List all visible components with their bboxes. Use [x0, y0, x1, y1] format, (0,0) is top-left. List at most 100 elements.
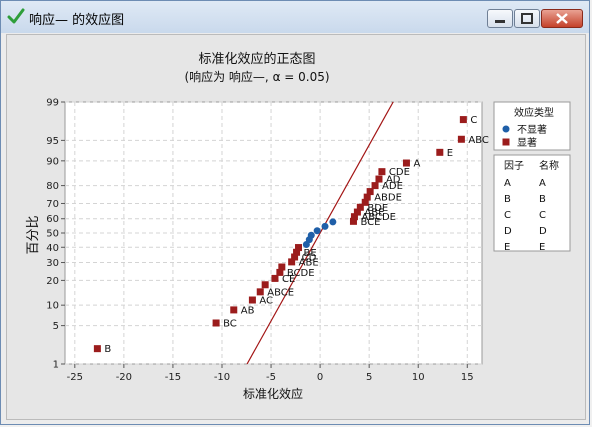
point-label: AC: [259, 296, 273, 307]
point-label: BE: [304, 248, 317, 259]
significant-point: [248, 296, 256, 304]
factor-cell: D: [504, 226, 512, 237]
chart-panel: 标准化效应的正态图 (响应为 响应—, α = 0.05) -25 -20 -15 -…: [6, 34, 586, 420]
x-tick-label: -25: [67, 372, 83, 383]
significant-point: [349, 217, 357, 225]
legend-marker-not-significant: [502, 125, 510, 133]
legend-title: 效应类型: [514, 106, 554, 119]
significant-point: [293, 248, 301, 256]
point-label: E: [447, 148, 453, 159]
x-axis: -25 -20 -15 -10 -5 0 5 10 15: [67, 364, 474, 383]
y-axis: 1 5 10 20 30 40 50 60 70 80 90 95 99: [46, 98, 65, 371]
maximize-button[interactable]: [514, 9, 540, 28]
y-tick-label: 99: [46, 98, 59, 109]
significant-point: [295, 244, 303, 252]
close-button[interactable]: [541, 9, 583, 28]
x-tick-label: 5: [366, 372, 372, 383]
point-label: ADE: [382, 181, 403, 192]
significant-point: [278, 263, 286, 271]
x-tick-label: -10: [214, 372, 230, 383]
point-label: ABE: [299, 257, 319, 268]
x-axis-label: 标准化效应: [243, 386, 303, 401]
significant-point: [291, 253, 299, 261]
significant-point: [256, 288, 264, 296]
significant-point: [436, 148, 444, 156]
y-tick-label: 80: [46, 181, 59, 192]
point-label: BCE: [360, 217, 380, 228]
legend-entry-not-significant: 不显著: [517, 123, 547, 136]
x-tick-label: 15: [461, 372, 474, 383]
legend-entry-significant: 显著: [517, 136, 537, 149]
y-axis-label: 百分比: [26, 215, 41, 254]
reference-line-path: [246, 101, 394, 365]
y-tick-label: 95: [46, 136, 59, 147]
close-icon: [556, 13, 568, 24]
chart-subtitle: (响应为 响应—, α = 0.05): [184, 69, 329, 84]
y-tick-label: 90: [46, 156, 59, 167]
y-tick-label: 30: [46, 258, 59, 269]
significant-point: [212, 319, 220, 327]
minimize-icon: [495, 20, 505, 23]
point-label: ABDE: [374, 193, 402, 204]
significant-point: [261, 281, 269, 289]
maximize-icon: [521, 13, 533, 24]
significant-point: [93, 345, 101, 353]
point-label: C: [470, 115, 477, 126]
green-checkmark-icon: [7, 8, 25, 24]
factor-cell: C: [504, 210, 511, 221]
factor-table: 因子 名称 A A B B C C D D E E: [493, 154, 571, 253]
point-label: BC: [223, 318, 237, 329]
window-title: 响应— 的效应图: [29, 13, 125, 28]
significant-point: [366, 188, 374, 196]
normal-probability-chart: 标准化效应的正态图 (响应为 响应—, α = 0.05) -25 -20 -15 -…: [26, 51, 571, 401]
significant-point: [378, 168, 386, 176]
not-significant-point: [307, 231, 315, 239]
reference-line: [246, 101, 394, 365]
y-tick-label: 1: [53, 360, 59, 371]
title-bar[interactable]: 响应— 的效应图: [1, 1, 589, 33]
x-tick-label: -20: [116, 372, 132, 383]
point-label: ABC: [468, 135, 489, 146]
y-tick-label: 50: [46, 229, 59, 240]
significant-point: [230, 306, 238, 314]
point-label: ABCDE: [361, 212, 396, 223]
significant-point: [276, 268, 284, 276]
not-significant-point: [321, 222, 329, 230]
significant-point: [350, 213, 358, 221]
point-label: ABE: [364, 208, 384, 219]
significant-point: [375, 175, 383, 183]
significant-point: [356, 203, 364, 211]
data-points: BBCABACABCECEBCDEABECDBEBCEABCDEABEBDEAB…: [93, 115, 489, 355]
point-label: CD: [302, 252, 317, 263]
name-cell: B: [539, 194, 546, 205]
significant-point: [402, 159, 410, 167]
plot-area: [64, 101, 483, 365]
factor-cell: A: [504, 178, 511, 189]
not-significant-point: [329, 218, 337, 226]
factor-cell: E: [504, 242, 510, 253]
factor-table-header-name: 名称: [539, 159, 559, 172]
name-cell: C: [539, 210, 546, 221]
point-label: CDE: [389, 167, 410, 178]
y-tick-label: 5: [53, 321, 59, 332]
x-tick-label: -15: [165, 372, 181, 383]
legend-marker-significant: [502, 138, 510, 146]
significant-point: [288, 258, 296, 266]
factor-table-header-factor: 因子: [504, 160, 524, 172]
minimize-button[interactable]: [487, 9, 513, 28]
point-label: BCDE: [287, 268, 315, 279]
chart-title: 标准化效应的正态图: [198, 51, 315, 67]
point-label: A: [413, 159, 420, 170]
y-tick-label: 10: [46, 301, 59, 312]
name-cell: E: [539, 242, 545, 253]
point-label: CE: [282, 274, 295, 285]
x-tick-label: -5: [266, 372, 276, 383]
x-tick-label: 0: [317, 372, 323, 383]
point-label: AB: [241, 305, 255, 316]
y-tick-label: 60: [46, 214, 59, 225]
y-tick-label: 70: [46, 199, 59, 210]
point-label: B: [104, 344, 111, 355]
legend-box: 效应类型 不显著 显著: [493, 101, 571, 151]
significant-point: [271, 274, 279, 282]
